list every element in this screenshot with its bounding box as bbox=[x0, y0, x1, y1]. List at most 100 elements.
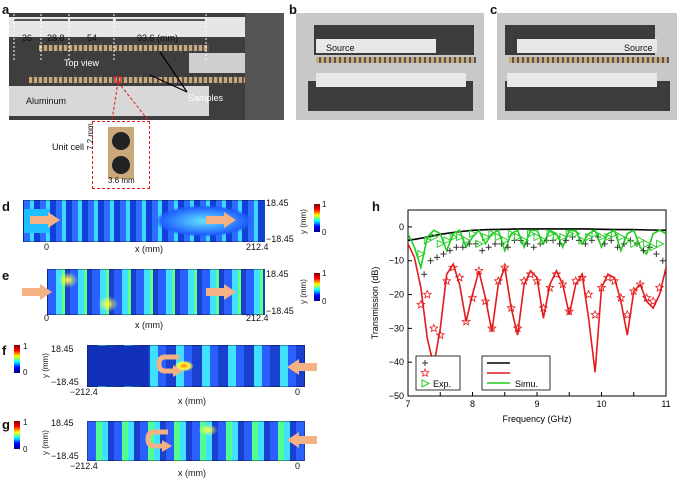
g-cb-top: 1 bbox=[23, 418, 28, 427]
marker-triangle bbox=[623, 236, 633, 245]
arrow-d-left bbox=[30, 212, 60, 228]
x-tick-label: 7 bbox=[405, 399, 410, 409]
unit-cell-box bbox=[92, 121, 150, 189]
marker-star bbox=[609, 275, 620, 286]
marker-star bbox=[454, 272, 465, 282]
dim-label-36: 36 bbox=[22, 33, 33, 43]
marker-star bbox=[532, 275, 542, 286]
marker-triangle bbox=[598, 232, 607, 242]
dim-label-54: 54 bbox=[87, 33, 98, 43]
marker-triangle bbox=[610, 229, 620, 238]
marker-star bbox=[493, 275, 504, 286]
x-tick-label: 8 bbox=[470, 399, 475, 409]
e-x-min: 0 bbox=[44, 313, 50, 323]
e-y-top: 18.45 bbox=[266, 269, 289, 279]
marker-triangle bbox=[636, 236, 646, 245]
y-tick-label: −30 bbox=[389, 323, 404, 333]
g-x-max: 0 bbox=[295, 461, 301, 471]
f-y-top: 18.45 bbox=[51, 344, 74, 354]
e-x-max: 212.4 bbox=[246, 313, 269, 323]
marker-plus bbox=[453, 244, 460, 251]
marker-triangle bbox=[501, 236, 510, 245]
marker-triangle bbox=[527, 229, 536, 238]
photo-c bbox=[497, 13, 677, 120]
f-colorbar bbox=[14, 345, 20, 373]
unit-cell-height: 7.2 mm bbox=[86, 123, 95, 150]
marker-star bbox=[487, 323, 497, 333]
e-cb-top: 1 bbox=[322, 269, 327, 278]
arrow-d-right bbox=[206, 212, 236, 228]
field-map-f bbox=[87, 345, 305, 387]
d-x-label: x (mm) bbox=[135, 244, 163, 254]
marker-plus bbox=[582, 240, 589, 247]
marker-triangle bbox=[656, 239, 665, 249]
marker-star bbox=[435, 330, 446, 340]
e-cb-bot: 0 bbox=[322, 297, 327, 306]
marker-star bbox=[512, 323, 523, 333]
y-axis-label: Transmission (dB) bbox=[370, 267, 380, 340]
y-tick-label: −10 bbox=[389, 256, 404, 266]
marker-star bbox=[622, 309, 633, 319]
marker-triangle bbox=[591, 229, 601, 238]
g-y-top: 18.45 bbox=[51, 418, 74, 428]
marker-triangle bbox=[436, 239, 446, 249]
x-tick-label: 10 bbox=[596, 399, 606, 409]
y-tick-label: −40 bbox=[389, 357, 404, 367]
marker-triangle bbox=[520, 236, 530, 245]
marker-plus bbox=[653, 250, 660, 257]
marker-star bbox=[474, 265, 484, 275]
marker-star bbox=[583, 289, 594, 299]
dimension-arrows bbox=[13, 14, 207, 121]
f-cb-bot: 0 bbox=[23, 368, 28, 377]
marker-plus bbox=[524, 240, 531, 247]
legend-box-exp bbox=[415, 355, 461, 391]
e-colorbar bbox=[314, 273, 320, 301]
g-y-bot: −18.45 bbox=[51, 451, 79, 461]
marker-plus bbox=[601, 240, 608, 247]
top-view-label: Top view bbox=[64, 58, 100, 68]
marker-plus bbox=[427, 257, 434, 264]
marker-triangle bbox=[514, 232, 523, 242]
d-colorbar bbox=[314, 204, 320, 232]
marker-plus bbox=[640, 247, 647, 254]
marker-triangle bbox=[643, 239, 652, 249]
arrow-f-right bbox=[287, 359, 317, 375]
marker-triangle bbox=[630, 239, 639, 249]
marker-star bbox=[461, 316, 471, 326]
marker-star bbox=[654, 282, 665, 292]
marker-triangle bbox=[488, 229, 497, 238]
arrow-e-left bbox=[22, 284, 52, 300]
arrow-f-uturn bbox=[156, 354, 183, 377]
panel-label-b: b bbox=[289, 2, 297, 17]
y-tick-label: −20 bbox=[389, 290, 404, 300]
marker-star bbox=[590, 309, 600, 319]
marker-plus bbox=[659, 257, 666, 264]
marker-plus bbox=[608, 237, 615, 244]
marker-star bbox=[448, 262, 459, 272]
marker-triangle bbox=[430, 232, 439, 242]
marker-plus bbox=[434, 254, 441, 261]
marker-plus bbox=[459, 244, 466, 251]
marker-plus bbox=[479, 247, 486, 254]
legend-simu-label: Simu. bbox=[515, 379, 538, 389]
marker-star bbox=[564, 306, 575, 316]
e-y-bot: −18.45 bbox=[266, 306, 294, 316]
marker-triangle bbox=[423, 236, 433, 245]
f-x-max: 0 bbox=[295, 387, 301, 397]
marker-star bbox=[558, 279, 568, 289]
marker-triangle bbox=[546, 229, 555, 238]
marker-star bbox=[506, 303, 516, 313]
f-x-min: −212.4 bbox=[70, 387, 98, 397]
d-y-top: 18.45 bbox=[266, 198, 289, 208]
marker-triangle bbox=[572, 229, 581, 238]
marker-plus bbox=[440, 250, 447, 257]
marker-star bbox=[628, 286, 639, 296]
e-y-label: y (mm) bbox=[299, 279, 308, 304]
marker-triangle bbox=[578, 236, 588, 245]
arrow-g-uturn bbox=[145, 429, 172, 452]
g-x-label: x (mm) bbox=[178, 468, 206, 478]
marker-triangle bbox=[417, 249, 426, 259]
marker-star bbox=[499, 262, 510, 272]
unit-cell-photo bbox=[108, 127, 134, 179]
marker-star bbox=[480, 296, 491, 306]
